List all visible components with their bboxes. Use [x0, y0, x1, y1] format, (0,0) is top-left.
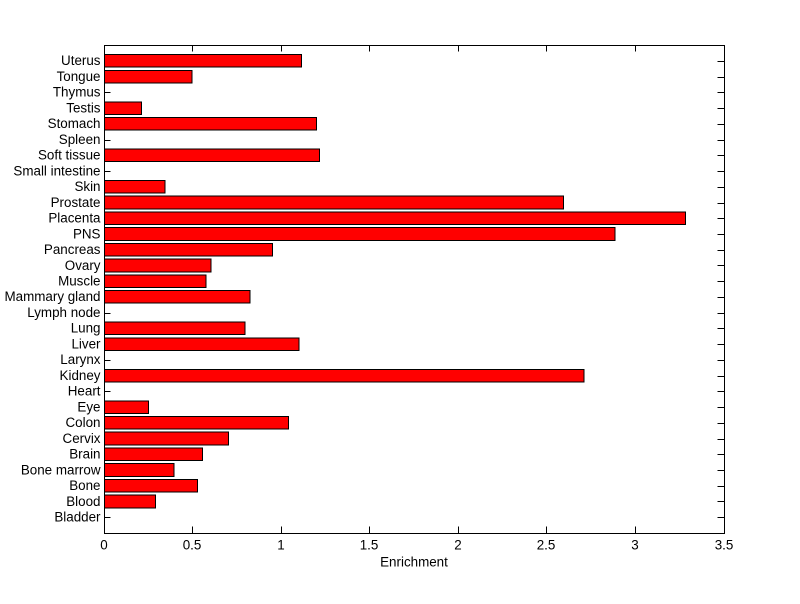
svg-text:Bladder: Bladder: [54, 510, 101, 525]
svg-text:Brain: Brain: [69, 447, 100, 462]
svg-text:Eye: Eye: [77, 399, 100, 414]
svg-text:Prostate: Prostate: [51, 195, 101, 210]
svg-text:Bone marrow: Bone marrow: [21, 462, 101, 477]
svg-text:Bone: Bone: [69, 478, 100, 493]
svg-text:Larynx: Larynx: [60, 352, 100, 367]
svg-text:Lymph node: Lymph node: [27, 305, 100, 320]
svg-text:1.5: 1.5: [360, 537, 379, 552]
svg-text:Cervix: Cervix: [63, 431, 101, 446]
svg-text:Heart: Heart: [68, 384, 101, 399]
svg-text:3: 3: [631, 537, 638, 552]
svg-text:Pancreas: Pancreas: [44, 242, 101, 257]
svg-text:Small intestine: Small intestine: [13, 163, 100, 178]
svg-text:Mammary gland: Mammary gland: [5, 289, 101, 304]
svg-text:Skin: Skin: [74, 179, 100, 194]
svg-text:3.5: 3.5: [715, 537, 734, 552]
svg-text:Stomach: Stomach: [48, 116, 101, 131]
svg-text:Enrichment: Enrichment: [380, 555, 448, 570]
svg-text:Kidney: Kidney: [60, 368, 101, 383]
svg-text:1: 1: [277, 537, 284, 552]
svg-text:Tongue: Tongue: [57, 69, 101, 84]
svg-text:Placenta: Placenta: [48, 211, 101, 226]
svg-text:Colon: Colon: [66, 415, 101, 430]
svg-text:PNS: PNS: [73, 226, 101, 241]
svg-text:Soft tissue: Soft tissue: [38, 148, 101, 163]
svg-text:Testis: Testis: [66, 100, 101, 115]
svg-text:Blood: Blood: [66, 494, 100, 509]
svg-text:Lung: Lung: [71, 321, 101, 336]
svg-text:Spleen: Spleen: [59, 132, 101, 147]
svg-text:Muscle: Muscle: [58, 273, 100, 288]
svg-text:2.5: 2.5: [537, 537, 556, 552]
svg-text:Uterus: Uterus: [61, 53, 101, 68]
svg-text:Ovary: Ovary: [65, 258, 101, 273]
svg-text:Liver: Liver: [71, 336, 101, 351]
svg-text:0: 0: [100, 537, 107, 552]
svg-text:2: 2: [454, 537, 461, 552]
svg-text:0.5: 0.5: [183, 537, 202, 552]
svg-text:Thymus: Thymus: [53, 85, 101, 100]
